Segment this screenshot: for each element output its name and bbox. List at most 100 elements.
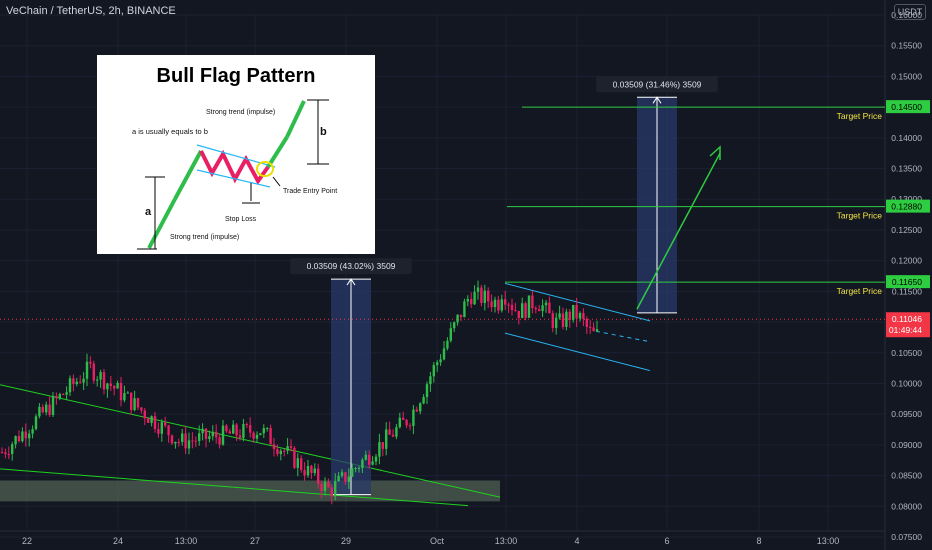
candle-body [133,398,136,411]
impulse-top-label: Strong trend (impulse) [206,109,276,116]
candle-body [398,417,401,428]
candle-body [126,392,129,394]
candle-body [266,427,269,429]
candle-body [11,444,14,454]
price-tick: 0.13500 [891,164,922,174]
candle-body [116,382,119,389]
candle-body [55,395,58,399]
support-zone [0,480,500,502]
impulse-bottom-label: Strong trend (impulse) [170,234,240,241]
candle-body [463,301,466,318]
candle-body [99,372,102,380]
candle-body [147,418,150,423]
countdown-text: 01:49:44 [889,325,922,335]
candle-body [140,407,143,411]
measure-move-2-arrowhead [652,96,662,104]
price-tick: 0.13000 [891,194,922,204]
inset-title: Bull Flag Pattern [156,65,316,87]
candle-body [24,431,27,439]
candle-body [51,395,55,415]
candle-body [75,381,78,385]
candle-body [68,378,72,393]
candle-body [334,481,337,497]
candle-body [41,406,44,413]
candle-body [215,431,218,438]
bull-flag-diagram [137,99,329,250]
candle-body [153,416,157,430]
candle-body [130,392,133,411]
projection-arrowhead [709,145,721,160]
candle-body [405,419,408,426]
candle-body [361,459,364,468]
candle-body [490,301,493,308]
flag-lower-line [504,332,651,372]
candle-body [473,291,476,305]
candle-body [259,433,262,435]
candle-body [538,309,541,312]
candle-body [378,442,381,457]
price-tick: 0.12000 [891,256,922,266]
candle-body [385,429,388,449]
candle-body [320,483,323,491]
candle-body [500,299,503,311]
candle-body [555,317,558,328]
price-tick: 0.15000 [891,71,922,81]
candle-body [541,305,544,312]
candle-body [167,425,170,436]
price-axis-bg [885,0,932,550]
measure-move-1-label-bg [290,258,412,275]
candle-body [374,456,378,462]
price-tick: 0.14000 [891,133,922,143]
target-price-tag [886,100,930,114]
label-b: b [320,126,327,138]
candle-body [439,359,442,363]
candle-body [487,290,490,302]
time-tick: 13:00 [495,536,518,546]
candle-body [187,440,191,449]
candle-body [317,468,320,484]
candle-body [194,440,197,442]
candle-body [306,465,310,476]
candle-body [429,376,432,385]
candle-body [62,393,65,395]
candle-body [544,302,548,306]
candle-body [521,303,524,319]
candle-body [235,424,238,436]
measure-move-2-label: 0.03509 (31.46%) 3509 [613,79,702,89]
candle-body [300,458,303,471]
candle-body [351,468,354,477]
candle-body [208,436,211,439]
candle-body [381,442,384,449]
time-tick: 4 [574,536,579,546]
candle-body [157,429,160,434]
candle-body [589,326,592,328]
candle-body [527,295,531,318]
candle-body [449,328,452,341]
candle-body [191,440,194,442]
projection-arrow [636,152,721,310]
measure-move-1-arrowhead [346,278,356,286]
candle-body [174,441,177,444]
target-price-tag-text: 0.12880 [891,202,922,212]
candle-body [38,406,41,417]
candle-body [364,454,367,460]
candle-body [17,436,21,442]
candle-body [58,393,61,399]
currency-button[interactable]: USDT [894,4,926,20]
candle-body [395,427,398,437]
candle-body [476,287,480,292]
candle-body [249,425,252,433]
candle-body [21,431,24,442]
candle-body [493,299,497,308]
candle-body [470,298,473,305]
candle-body [198,433,201,442]
measure-move-2-label-bg [596,76,718,93]
candle-body [109,383,112,387]
price-tick: 0.09000 [891,440,922,450]
candle-body [507,304,510,306]
candle-body [425,384,429,398]
candle-body [238,435,242,438]
flag-upper-line [504,282,651,322]
candle-body [279,450,282,455]
